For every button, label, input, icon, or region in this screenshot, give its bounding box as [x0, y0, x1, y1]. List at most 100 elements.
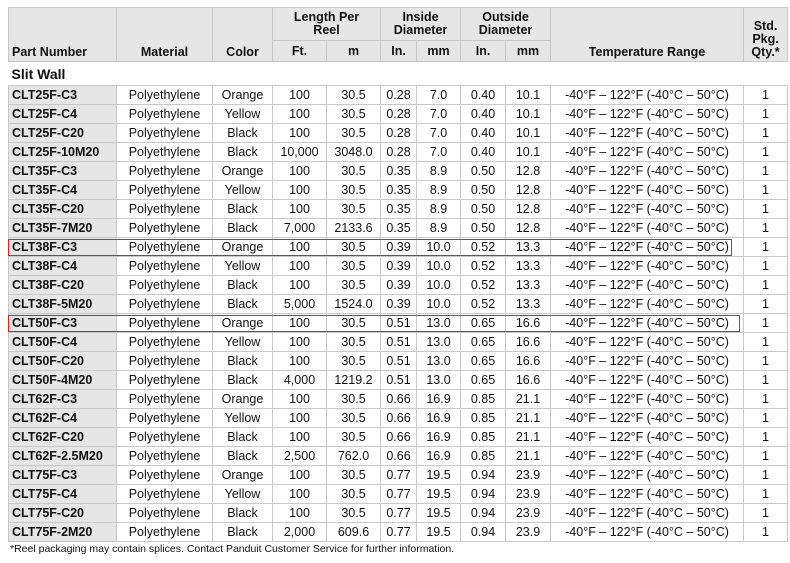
- cell-outside-mm: 21.1: [505, 408, 552, 428]
- cell-std-pkg-qty: 1: [743, 465, 789, 485]
- header-ft: Ft.: [272, 40, 327, 62]
- table-row: CLT75F-C20 Polyethylene Black 100 30.5 0.77 19…: [8, 503, 789, 523]
- cell-inside-in: 0.39: [380, 275, 418, 295]
- cell-outside-mm: 12.8: [505, 161, 552, 181]
- cell-material: Polyethylene: [116, 218, 213, 238]
- cell-length-m: 30.5: [325, 484, 382, 504]
- cell-outside-in: 0.85: [460, 427, 507, 447]
- cell-length-m: 30.5: [325, 85, 382, 105]
- cell-outside-mm: 10.1: [505, 104, 552, 124]
- table-row: CLT62F-C20 Polyethylene Black 100 30.5 0.66 16…: [8, 427, 789, 447]
- cell-std-pkg-qty: 1: [743, 351, 789, 371]
- cell-color: Orange: [212, 313, 273, 333]
- cell-part-number: CLT75F-C20: [8, 503, 117, 523]
- header-color: Color: [212, 7, 273, 62]
- cell-length-m: 30.5: [325, 313, 382, 333]
- cell-material: Polyethylene: [116, 351, 213, 371]
- cell-length-ft: 100: [272, 503, 327, 523]
- cell-std-pkg-qty: 1: [743, 484, 789, 504]
- cell-std-pkg-qty: 1: [743, 199, 789, 219]
- section-title: Slit Wall: [8, 61, 788, 86]
- cell-length-m: 30.5: [325, 237, 382, 257]
- cell-inside-mm: 19.5: [416, 484, 462, 504]
- header-material: Material: [116, 7, 213, 62]
- cell-part-number: CLT50F-4M20: [8, 370, 117, 390]
- cell-inside-mm: 10.0: [416, 275, 462, 295]
- cell-color: Black: [212, 142, 273, 162]
- header-inside-diameter: Inside Diameter: [380, 7, 462, 41]
- cell-inside-mm: 8.9: [416, 161, 462, 181]
- header-temperature-range: Temperature Range: [550, 7, 745, 62]
- cell-color: Orange: [212, 465, 273, 485]
- cell-outside-in: 0.65: [460, 351, 507, 371]
- cell-material: Polyethylene: [116, 256, 213, 276]
- cell-inside-mm: 10.0: [416, 294, 462, 314]
- cell-color: Black: [212, 503, 273, 523]
- cell-outside-mm: 21.1: [505, 446, 552, 466]
- cell-length-ft: 100: [272, 161, 327, 181]
- cell-temperature-range: -40°F – 122°F (-40°C – 50°C): [550, 503, 745, 523]
- table-row: CLT38F-5M20 Polyethylene Black 5,000 1524.0 0…: [8, 294, 789, 314]
- header-outside-diameter: Outside Diameter: [460, 7, 552, 41]
- cell-material: Polyethylene: [116, 332, 213, 352]
- cell-length-ft: 100: [272, 427, 327, 447]
- cell-material: Polyethylene: [116, 199, 213, 219]
- cell-inside-in: 0.51: [380, 351, 418, 371]
- cell-length-ft: 7,000: [272, 218, 327, 238]
- cell-material: Polyethylene: [116, 446, 213, 466]
- cell-part-number: CLT38F-C20: [8, 275, 117, 295]
- cell-outside-in: 0.85: [460, 389, 507, 409]
- cell-material: Polyethylene: [116, 161, 213, 181]
- table-row: CLT50F-C4 Polyethylene Yellow 100 30.5 0.51 13…: [8, 332, 789, 352]
- cell-length-m: 30.5: [325, 180, 382, 200]
- cell-inside-mm: 16.9: [416, 427, 462, 447]
- cell-length-m: 2133.6: [325, 218, 382, 238]
- cell-outside-mm: 16.6: [505, 370, 552, 390]
- cell-inside-in: 0.28: [380, 123, 418, 143]
- cell-length-ft: 100: [272, 180, 327, 200]
- cell-temperature-range: -40°F – 122°F (-40°C – 50°C): [550, 294, 745, 314]
- cell-color: Orange: [212, 389, 273, 409]
- cell-length-ft: 100: [272, 484, 327, 504]
- cell-std-pkg-qty: 1: [743, 370, 789, 390]
- cell-inside-in: 0.51: [380, 370, 418, 390]
- cell-outside-in: 0.65: [460, 332, 507, 352]
- cell-outside-in: 0.52: [460, 256, 507, 276]
- cell-temperature-range: -40°F – 122°F (-40°C – 50°C): [550, 484, 745, 504]
- cell-part-number: CLT38F-5M20: [8, 294, 117, 314]
- cell-color: Orange: [212, 237, 273, 257]
- cell-outside-mm: 13.3: [505, 256, 552, 276]
- cell-inside-in: 0.77: [380, 465, 418, 485]
- cell-inside-in: 0.51: [380, 313, 418, 333]
- cell-inside-mm: 16.9: [416, 446, 462, 466]
- cell-std-pkg-qty: 1: [743, 142, 789, 162]
- cell-inside-in: 0.28: [380, 104, 418, 124]
- cell-part-number: CLT25F-10M20: [8, 142, 117, 162]
- cell-length-m: 30.5: [325, 465, 382, 485]
- cell-outside-mm: 12.8: [505, 218, 552, 238]
- cell-inside-mm: 13.0: [416, 313, 462, 333]
- cell-temperature-range: -40°F – 122°F (-40°C – 50°C): [550, 389, 745, 409]
- table-row: CLT25F-C20 Polyethylene Black 100 30.5 0.28 7.…: [8, 123, 789, 143]
- cell-outside-in: 0.40: [460, 123, 507, 143]
- cell-color: Black: [212, 370, 273, 390]
- cell-inside-in: 0.28: [380, 85, 418, 105]
- cell-inside-in: 0.28: [380, 142, 418, 162]
- cell-material: Polyethylene: [116, 465, 213, 485]
- cell-length-m: 609.6: [325, 522, 382, 542]
- cell-outside-mm: 10.1: [505, 142, 552, 162]
- header-part-number: Part Number: [8, 7, 117, 62]
- cell-inside-mm: 19.5: [416, 522, 462, 542]
- table-row: CLT50F-4M20 Polyethylene Black 4,000 1219.2 0…: [8, 370, 789, 390]
- cell-inside-mm: 10.0: [416, 237, 462, 257]
- cell-color: Yellow: [212, 484, 273, 504]
- cell-color: Black: [212, 522, 273, 542]
- cell-std-pkg-qty: 1: [743, 408, 789, 428]
- cell-inside-in: 0.35: [380, 180, 418, 200]
- cell-inside-in: 0.66: [380, 446, 418, 466]
- cell-part-number: CLT38F-C4: [8, 256, 117, 276]
- cell-temperature-range: -40°F – 122°F (-40°C – 50°C): [550, 104, 745, 124]
- cell-temperature-range: -40°F – 122°F (-40°C – 50°C): [550, 123, 745, 143]
- cell-outside-mm: 23.9: [505, 484, 552, 504]
- cell-part-number: CLT25F-C3: [8, 85, 117, 105]
